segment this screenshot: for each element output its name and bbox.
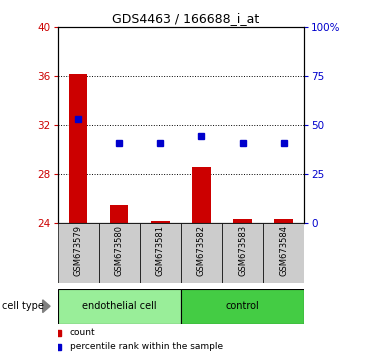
Text: control: control (226, 301, 259, 311)
Text: GSM673583: GSM673583 (238, 225, 247, 276)
Bar (58, 223, 99, 283)
Bar (58, 289, 181, 324)
Bar (99, 223, 140, 283)
Bar (181, 289, 304, 324)
Bar (275, 219, 293, 223)
Bar (151, 221, 170, 223)
Text: count: count (70, 328, 95, 337)
Bar (181, 223, 222, 283)
Bar (263, 223, 304, 283)
Text: GSM673580: GSM673580 (115, 225, 124, 276)
Text: cell type: cell type (2, 301, 44, 311)
Bar (233, 219, 252, 223)
Bar (222, 223, 263, 283)
Bar (69, 74, 87, 223)
Bar (192, 166, 211, 223)
Text: GDS4463 / 166688_i_at: GDS4463 / 166688_i_at (112, 12, 259, 25)
Text: GSM673581: GSM673581 (156, 225, 165, 276)
Text: endothelial cell: endothelial cell (82, 301, 157, 311)
Text: GSM673582: GSM673582 (197, 225, 206, 276)
Text: GSM673584: GSM673584 (279, 225, 288, 276)
Text: percentile rank within the sample: percentile rank within the sample (70, 342, 223, 352)
Text: GSM673579: GSM673579 (73, 225, 83, 276)
Bar (110, 205, 128, 223)
Bar (140, 223, 181, 283)
Polygon shape (43, 300, 50, 313)
